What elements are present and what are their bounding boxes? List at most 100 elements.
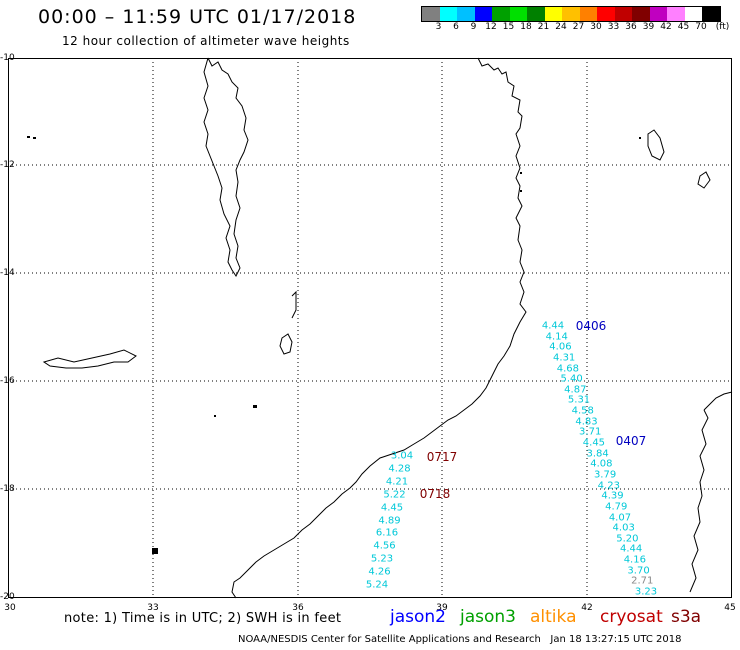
east-track-value: 4.58: [571, 405, 594, 417]
footer: NOAA/NESDIS Center for Satellite Applica…: [238, 634, 681, 645]
color-scale-label: 24: [555, 22, 567, 32]
east-track-value: 5.40: [560, 373, 583, 385]
west-track-value: 3.04: [390, 450, 414, 462]
pass-label-0717: 0717: [426, 450, 458, 464]
west-track-value: 4.21: [385, 476, 409, 488]
color-scale-label: 21: [537, 22, 550, 32]
color-scale-label: 6: [453, 22, 459, 32]
color-swatch: [422, 7, 440, 21]
east-track-value: 5.31: [567, 394, 591, 406]
map-frame: [8, 58, 732, 598]
color-swatch: [492, 7, 510, 21]
mozambique-coast: [231, 57, 527, 599]
color-swatch: [457, 7, 475, 21]
color-scale-labels: 3 6 9 12 15 18 21 24 27 30 33 36 39 42 45 70 (ft): [421, 22, 740, 36]
east-track-value: 4.16: [623, 554, 646, 566]
lat-tick: -18: [0, 484, 15, 494]
pass-label-0406: 0406: [575, 319, 607, 333]
east-track-value: 4.87: [564, 384, 587, 396]
color-scale-unit: (ft): [715, 22, 730, 32]
color-swatch: [597, 7, 615, 21]
lat-tick: -10: [0, 53, 15, 63]
madagascar-coast: [703, 391, 733, 411]
east-track-value: 3.71: [579, 426, 602, 438]
color-swatch: [684, 7, 702, 21]
color-swatch: [439, 7, 457, 21]
east-track-value: 4.79: [605, 501, 628, 513]
color-swatch: [649, 7, 667, 21]
east-track-value: 4.44: [619, 543, 643, 555]
small-islands: [27, 136, 641, 554]
west-track-value: 4.28: [388, 463, 411, 475]
lat-tick: -20: [0, 592, 15, 602]
west-track-value: 4.26: [368, 566, 391, 578]
lon-tick: 45: [724, 603, 736, 613]
east-track-value: 4.39: [601, 490, 624, 502]
river-shire: [291, 290, 297, 319]
west-track-value: 4.56: [373, 540, 396, 552]
color-scale-label: 36: [625, 22, 637, 32]
east-track-value: 4.14: [545, 331, 568, 343]
note-text: note: 1) Time is in UTC; 2) SWH is in fe…: [64, 611, 342, 626]
east-track-value: 4.23: [597, 480, 620, 492]
color-swatch: [702, 7, 720, 21]
pass-label-0407: 0407: [615, 434, 647, 448]
color-scale-label: 12: [485, 22, 497, 32]
color-swatch: [509, 7, 527, 21]
east-track-value: 4.44: [541, 320, 565, 332]
lon-tick: 33: [147, 603, 159, 613]
color-swatch: [544, 7, 562, 21]
color-scale-label: 18: [520, 22, 532, 32]
footer-timestamp: Jan 18 13:27:15 UTC 2018: [550, 634, 682, 645]
east-track-value: 3.23: [634, 586, 658, 598]
east-track-value: 4.45: [582, 437, 606, 449]
lake-cahora: [42, 349, 137, 369]
east-track-value: 4.06: [549, 341, 572, 353]
east-track-value: 2.71: [631, 575, 654, 587]
mayotte: [697, 171, 711, 189]
west-track-value: 5.24: [365, 579, 389, 591]
pass-label-0718: 0718: [419, 487, 451, 501]
legend-s3a: s3a: [671, 607, 702, 627]
legend-jason3: jason3: [460, 607, 516, 627]
color-scale-label: 9: [470, 22, 477, 32]
lake-shirwa: [279, 333, 293, 355]
color-swatch: [614, 7, 632, 21]
east-track-value: 4.68: [556, 363, 580, 375]
color-scale-label: 39: [642, 22, 655, 32]
west-track-value: 5.22: [383, 489, 406, 501]
color-swatch: [562, 7, 580, 21]
legend-jason2: jason2: [390, 607, 446, 627]
color-swatch: [527, 7, 545, 21]
color-scale-label: 45: [677, 22, 690, 32]
east-track-value: 4.03: [612, 522, 635, 534]
legend-cryosat: cryosat: [600, 607, 663, 627]
color-swatch: [632, 7, 650, 21]
west-track-value: 4.89: [378, 515, 401, 526]
color-scale-label: 3: [435, 22, 442, 32]
lat-tick: -16: [0, 376, 15, 386]
east-track-value: 3.84: [586, 448, 609, 460]
color-scale-label: 42: [660, 22, 672, 32]
coastlines: [42, 57, 733, 599]
lake-malawi: [203, 57, 249, 277]
color-scale-label: 27: [572, 22, 585, 32]
color-scale-label: 15: [502, 22, 515, 32]
east-track-value: 4.31: [553, 352, 576, 364]
color-scale-label: 30: [590, 22, 602, 32]
west-track-value: 5.23: [370, 553, 394, 565]
lon-tick: 30: [4, 603, 16, 613]
east-track-value: 5.20: [616, 533, 639, 545]
east-track-value: 4.07: [608, 512, 632, 524]
legend-altika: altika: [530, 607, 577, 627]
color-swatch: [474, 7, 492, 21]
madagascar-west: [689, 409, 709, 593]
east-track-value: 3.70: [627, 565, 650, 577]
east-track-value: 3.79: [593, 469, 617, 481]
color-swatch: [667, 7, 685, 21]
lat-tick: -12: [0, 160, 15, 170]
color-scale-label: 70: [695, 22, 707, 32]
west-track-value: 4.45: [380, 502, 404, 514]
lat-tick: -14: [0, 268, 15, 278]
